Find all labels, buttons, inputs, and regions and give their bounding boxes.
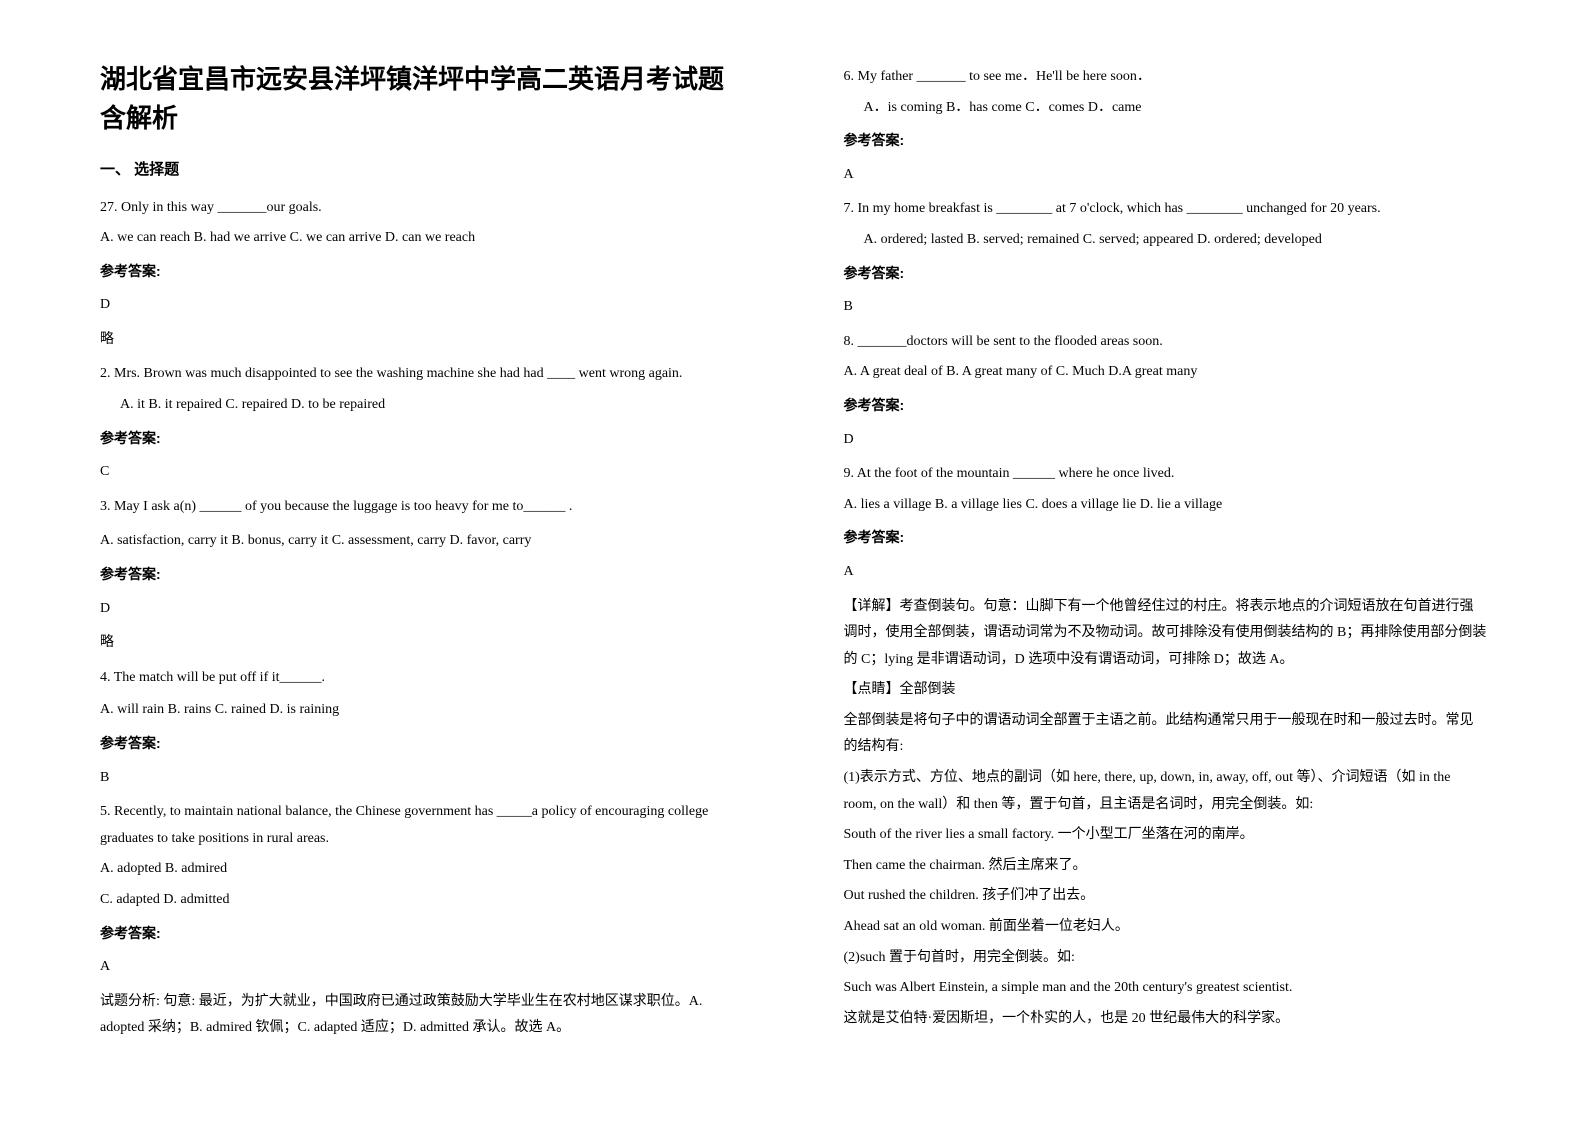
- question-stem: 9. At the foot of the mountain ______ wh…: [844, 461, 1488, 488]
- answer-text: A: [844, 162, 1488, 189]
- answer-text: B: [100, 765, 744, 792]
- question-8: 8. _______doctors will be sent to the fl…: [844, 329, 1488, 453]
- explain-5: Out rushed the children. 孩子们冲了出去。: [844, 883, 1488, 910]
- question-options: A. lies a village B. a village lies C. d…: [844, 492, 1488, 519]
- explain-2: (1)表示方式、方位、地点的副词（如 here, there, up, down…: [844, 765, 1488, 818]
- question-stem: 3. May I ask a(n) ______ of you because …: [100, 494, 744, 521]
- question-stem: 27. Only in this way _______our goals.: [100, 195, 744, 222]
- question-6: 6. My father _______ to see me．He'll be …: [844, 64, 1488, 188]
- explain-4: Then came the chairman. 然后主席来了。: [844, 853, 1488, 880]
- reference-label: 参考答案:: [100, 258, 744, 285]
- question-7: 7. In my home breakfast is ________ at 7…: [844, 196, 1488, 320]
- question-options: A. A great deal of B. A great many of C.…: [844, 359, 1488, 386]
- question-stem: 4. The match will be put off if it______…: [100, 665, 744, 692]
- answer-text: A: [844, 559, 1488, 586]
- explain-3: South of the river lies a small factory.…: [844, 822, 1488, 849]
- question-options: A. we can reach B. had we arrive C. we c…: [100, 225, 744, 252]
- question-stem: 6. My father _______ to see me．He'll be …: [844, 64, 1488, 91]
- reference-label: 参考答案:: [844, 392, 1488, 419]
- explain-1: 全部倒装是将句子中的谓语动词全部置于主语之前。此结构通常只用于一般现在时和一般过…: [844, 708, 1488, 761]
- explain-6: Ahead sat an old woman. 前面坐着一位老妇人。: [844, 914, 1488, 941]
- question-3: 3. May I ask a(n) ______ of you because …: [100, 494, 744, 657]
- answer-note: 试题分析: 句意: 最近，为扩大就业，中国政府已通过政策鼓励大学毕业生在农村地区…: [100, 989, 744, 1042]
- left-column: 湖北省宜昌市远安县洋坪镇洋坪中学高二英语月考试题含解析 一、 选择题 27. O…: [0, 0, 794, 1122]
- question-options: A. will rain B. rains C. rained D. is ra…: [100, 697, 744, 724]
- question-5: 5. Recently, to maintain national balanc…: [100, 799, 744, 1042]
- explain-7: (2)such 置于句首时，用完全倒装。如:: [844, 945, 1488, 972]
- question-stem: 8. _______doctors will be sent to the fl…: [844, 329, 1488, 356]
- question-4: 4. The match will be put off if it______…: [100, 665, 744, 791]
- question-stem: 5. Recently, to maintain national balanc…: [100, 799, 744, 852]
- answer-text: D: [844, 427, 1488, 454]
- question-options: A．is coming B．has come C．comes D．came: [844, 95, 1488, 122]
- reference-label: 参考答案:: [100, 561, 744, 588]
- reference-label: 参考答案:: [100, 730, 744, 757]
- explain-8: Such was Albert Einstein, a simple man a…: [844, 975, 1488, 1002]
- answer-text: C: [100, 459, 744, 486]
- section-heading: 一、 选择题: [100, 156, 744, 185]
- right-column: 6. My father _______ to see me．He'll be …: [794, 0, 1587, 1122]
- answer-note: 略: [100, 327, 744, 354]
- tip-text: 【点睛】全部倒装: [844, 677, 1488, 704]
- question-options: A. satisfaction, carry it B. bonus, carr…: [100, 528, 744, 555]
- reference-label: 参考答案:: [844, 524, 1488, 551]
- question-2: 2. Mrs. Brown was much disappointed to s…: [100, 361, 744, 485]
- explain-9: 这就是艾伯特·爱因斯坦，一个朴实的人，也是 20 世纪最伟大的科学家。: [844, 1006, 1488, 1033]
- reference-label: 参考答案:: [100, 425, 744, 452]
- answer-note: 略: [100, 630, 744, 657]
- question-options-1: A. adopted B. admired: [100, 856, 744, 883]
- reference-label: 参考答案:: [844, 260, 1488, 287]
- question-options: A. it B. it repaired C. repaired D. to b…: [100, 392, 744, 419]
- detail-text: 【详解】考查倒装句。句意：山脚下有一个他曾经住过的村庄。将表示地点的介词短语放在…: [844, 594, 1488, 674]
- answer-text: D: [100, 292, 744, 319]
- reference-label: 参考答案:: [844, 127, 1488, 154]
- answer-text: A: [100, 954, 744, 981]
- exam-title: 湖北省宜昌市远安县洋坪镇洋坪中学高二英语月考试题含解析: [100, 60, 744, 138]
- reference-label: 参考答案:: [100, 920, 744, 947]
- question-options: A. ordered; lasted B. served; remained C…: [844, 227, 1488, 254]
- question-9: 9. At the foot of the mountain ______ wh…: [844, 461, 1488, 1032]
- question-27: 27. Only in this way _______our goals. A…: [100, 195, 744, 354]
- answer-text: B: [844, 294, 1488, 321]
- question-options-2: C. adapted D. admitted: [100, 887, 744, 914]
- question-stem: 2. Mrs. Brown was much disappointed to s…: [100, 361, 744, 388]
- answer-text: D: [100, 596, 744, 623]
- question-stem: 7. In my home breakfast is ________ at 7…: [844, 196, 1488, 223]
